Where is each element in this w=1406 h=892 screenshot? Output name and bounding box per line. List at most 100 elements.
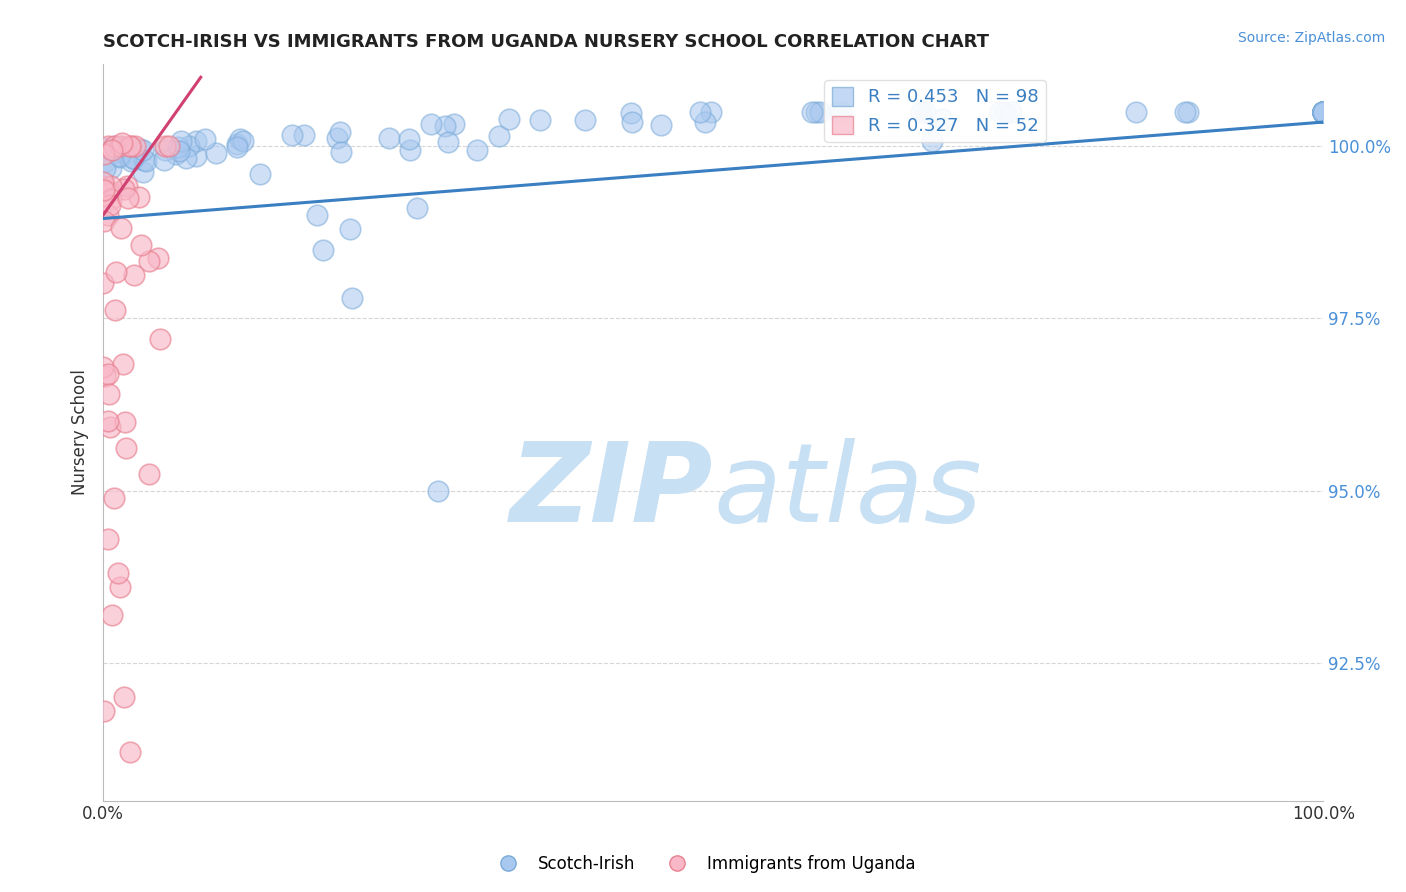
Point (1312, 104, 1334, 119)
Point (100, 143, 122, 157)
Point (1125, 104, 1147, 119)
Point (465, 143, 488, 157)
Point (135, 153, 157, 168)
Point (94, 154, 117, 169)
Point (94, 161, 117, 175)
Point (110, 221, 132, 235)
Point (97, 367, 120, 381)
Point (931, 112, 953, 126)
Point (104, 138, 127, 153)
Point (132, 153, 155, 167)
Point (330, 145, 353, 159)
Point (153, 153, 176, 168)
Point (292, 128, 315, 143)
Point (107, 566, 129, 581)
Point (620, 105, 643, 120)
Point (229, 131, 252, 145)
Point (93, 183, 115, 197)
Point (98, 184, 121, 198)
Point (174, 152, 197, 166)
Point (165, 147, 187, 161)
Point (103, 491, 125, 505)
Point (695, 115, 717, 129)
Point (97, 186, 120, 200)
Point (1312, 104, 1334, 119)
Point (205, 146, 228, 161)
Point (111, 136, 134, 150)
Point (1312, 104, 1334, 119)
Point (93, 180, 115, 194)
Point (112, 690, 135, 705)
Point (800, 104, 823, 119)
Y-axis label: Nursery School: Nursery School (72, 369, 89, 495)
Point (280, 128, 302, 142)
Point (100, 192, 122, 206)
Point (994, 104, 1017, 119)
Point (115, 178, 138, 193)
Point (93, 369, 115, 384)
Point (122, 268, 145, 282)
Point (93, 213, 115, 227)
Point (108, 150, 131, 164)
Point (105, 265, 128, 279)
Point (443, 117, 465, 131)
Point (101, 607, 124, 622)
Point (1174, 104, 1197, 119)
Point (100, 178, 122, 193)
Point (120, 745, 142, 759)
Point (93, 704, 115, 718)
Point (110, 139, 132, 153)
Point (1312, 104, 1334, 119)
Point (1312, 104, 1334, 119)
Legend: R = 0.453   N = 98, R = 0.327   N = 52: R = 0.453 N = 98, R = 0.327 N = 52 (824, 80, 1046, 142)
Point (226, 136, 249, 151)
Point (98, 420, 121, 434)
Point (167, 139, 190, 153)
Point (100, 161, 122, 176)
Text: Source: ZipAtlas.com: Source: ZipAtlas.com (1237, 31, 1385, 45)
Point (1312, 104, 1334, 119)
Point (650, 119, 672, 133)
Text: ZIP: ZIP (509, 438, 713, 544)
Point (120, 139, 142, 153)
Point (107, 149, 129, 163)
Point (1312, 104, 1334, 119)
Point (169, 144, 191, 158)
Point (1312, 104, 1334, 119)
Point (1177, 104, 1199, 119)
Point (914, 104, 936, 119)
Point (312, 243, 335, 257)
Point (339, 222, 361, 236)
Point (100, 142, 122, 156)
Point (93, 146, 115, 161)
Point (124, 139, 146, 153)
Point (91, 360, 114, 375)
Point (120, 139, 142, 153)
Point (326, 131, 349, 145)
Point (117, 191, 139, 205)
Point (94, 141, 117, 155)
Point (426, 483, 449, 498)
Point (111, 357, 134, 371)
Point (574, 112, 596, 127)
Point (149, 332, 172, 346)
Text: atlas: atlas (713, 438, 981, 544)
Point (1312, 104, 1334, 119)
Point (340, 291, 363, 305)
Point (97, 208, 120, 222)
Point (910, 104, 932, 119)
Point (104, 302, 127, 317)
Point (155, 143, 177, 157)
Point (98, 198, 121, 212)
Point (97, 413, 120, 427)
Legend: Scotch-Irish, Immigrants from Uganda: Scotch-Irish, Immigrants from Uganda (484, 848, 922, 880)
Point (97, 532, 120, 546)
Point (621, 114, 644, 128)
Point (97, 139, 120, 153)
Point (103, 139, 125, 153)
Point (138, 253, 160, 268)
Point (488, 128, 510, 143)
Point (108, 145, 131, 159)
Point (378, 131, 401, 145)
Point (436, 135, 458, 149)
